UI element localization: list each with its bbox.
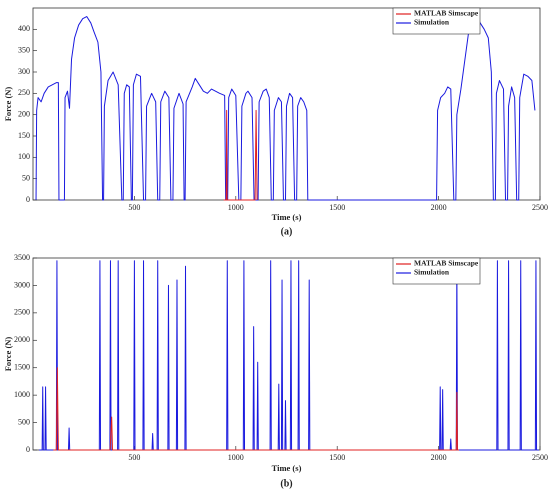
y-tick-label: 350 xyxy=(18,45,30,54)
plot-area xyxy=(32,257,541,451)
x-tick-label: 500 xyxy=(128,453,140,462)
y-tick-label: 250 xyxy=(18,88,30,97)
x-tick-label: 1000 xyxy=(228,203,244,212)
legend-label: MATLAB Simscape xyxy=(414,9,479,18)
y-axis-label: Force (N) xyxy=(3,337,13,372)
y-tick-label: 100 xyxy=(18,152,30,161)
y-tick-label: 1000 xyxy=(14,390,30,399)
y-tick-label: 3500 xyxy=(14,253,30,262)
y-tick-label: 50 xyxy=(22,173,30,182)
chart-panel: 500 1000 1500 2000 2500 0 50 100 150 200 250 300 350… xyxy=(3,7,548,237)
y-tick-label: 0 xyxy=(26,195,30,204)
y-tick-label: 300 xyxy=(18,67,30,76)
y-tick-label: 200 xyxy=(18,109,30,118)
series-line xyxy=(53,367,459,451)
x-tick-label: 1500 xyxy=(329,203,345,212)
x-tick-label: 1500 xyxy=(329,453,345,462)
series-line xyxy=(39,260,539,451)
x-tick-label: 500 xyxy=(128,203,140,212)
x-tick-label: 2500 xyxy=(532,203,548,212)
legend-label: Simulation xyxy=(414,18,450,27)
y-tick-label: 0 xyxy=(26,445,30,454)
caption: (b) xyxy=(280,478,292,489)
y-tick-label: 500 xyxy=(18,417,30,426)
y-tick-label: 150 xyxy=(18,131,30,140)
y-tick-label: 400 xyxy=(18,24,30,33)
y-tick-label: 1500 xyxy=(14,363,30,372)
x-tick-label: 1000 xyxy=(228,453,244,462)
y-tick-label: 2500 xyxy=(14,308,30,317)
x-axis-label: Time (s) xyxy=(272,212,302,222)
x-tick-label: 2000 xyxy=(431,203,447,212)
x-tick-label: 2000 xyxy=(431,453,447,462)
y-tick-label: 3000 xyxy=(14,280,30,289)
legend-box xyxy=(392,7,481,35)
x-tick-label: 2500 xyxy=(532,453,548,462)
series-line xyxy=(223,109,258,201)
legend-label: MATLAB Simscape xyxy=(414,259,479,268)
legend-label: Simulation xyxy=(414,268,450,277)
chart-panel: 500 1000 1500 2000 2500 0 500 1000 1500 2000 2500 3… xyxy=(3,253,548,489)
y-tick-label: 2000 xyxy=(14,335,30,344)
legend-box xyxy=(392,257,481,285)
y-axis-label: Force (N) xyxy=(3,87,13,122)
x-axis-label: Time (s) xyxy=(272,463,302,473)
caption: (a) xyxy=(281,226,293,237)
